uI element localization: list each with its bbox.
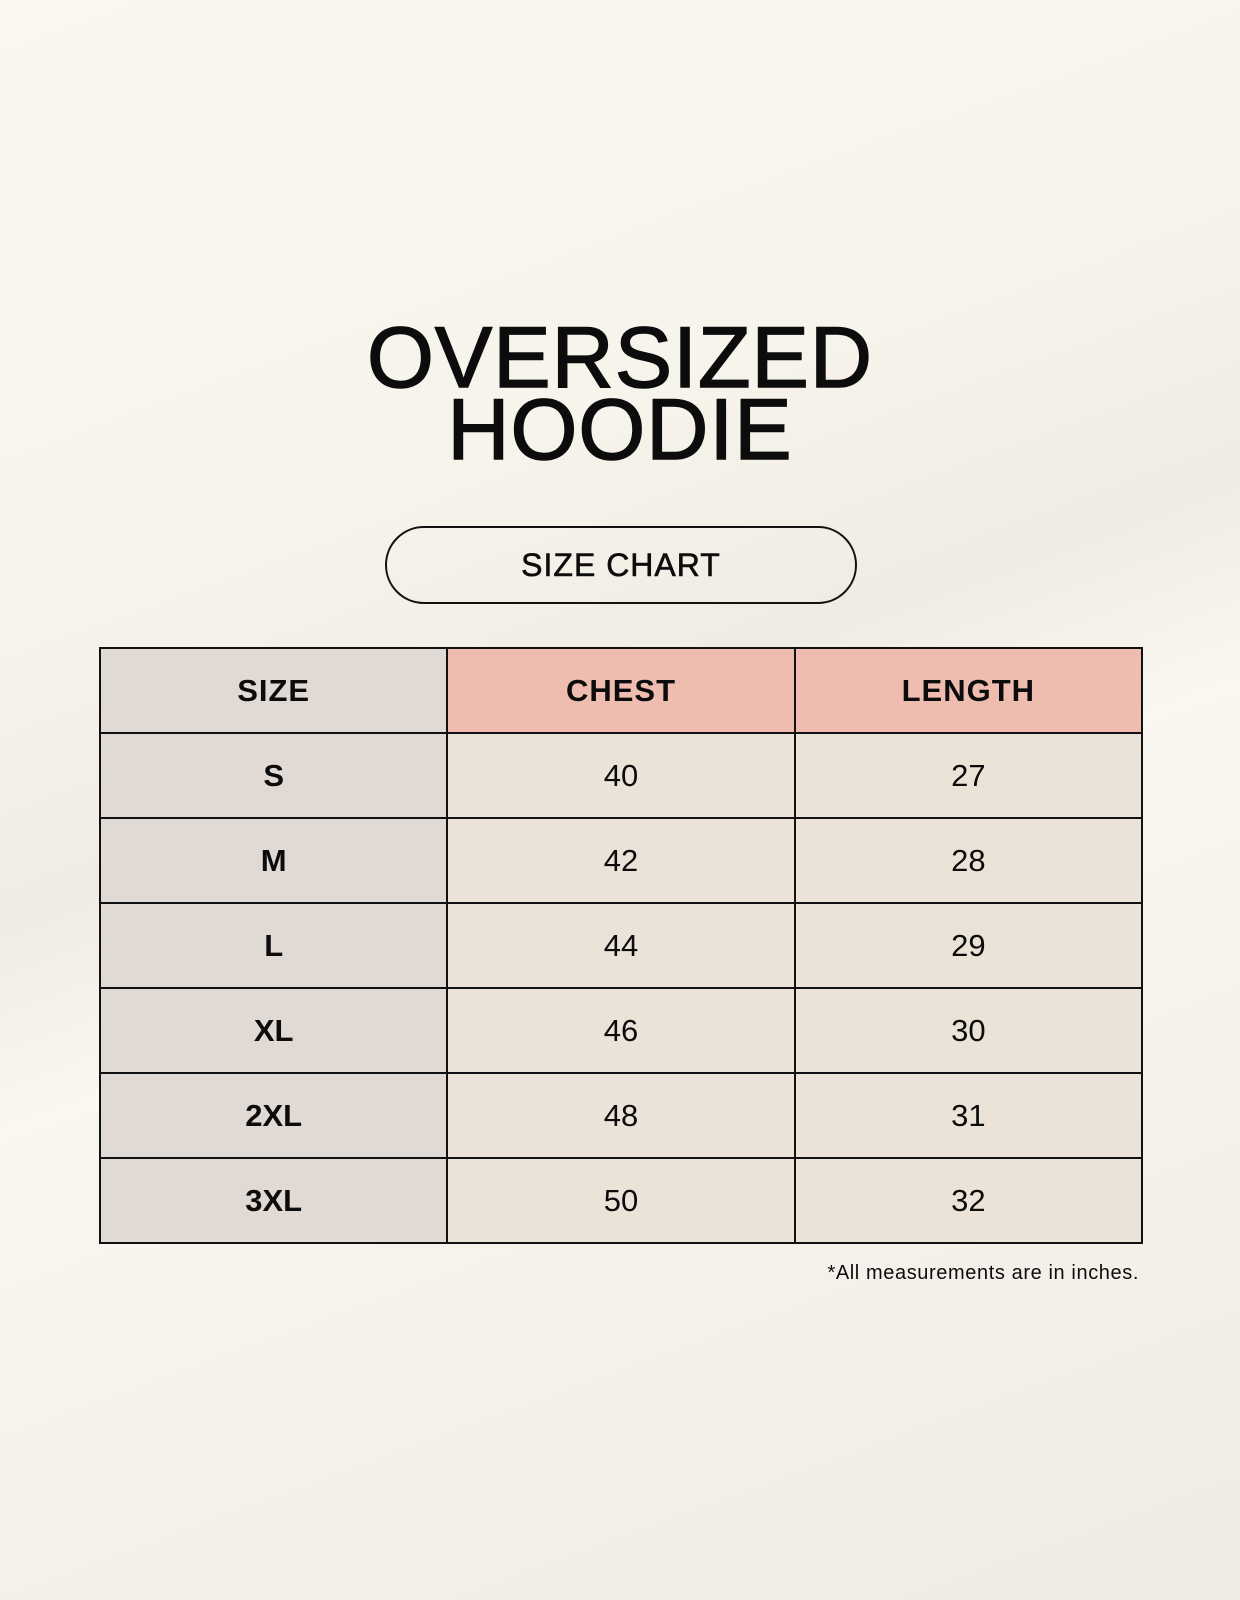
table-row: L 44 29: [98, 902, 1144, 989]
chest-cell: 46: [446, 987, 796, 1074]
size-chart-label: SIZE CHART: [385, 526, 857, 604]
size-cell: S: [98, 732, 449, 819]
chest-cell: 42: [446, 817, 796, 904]
size-cell: 2XL: [98, 1072, 449, 1159]
header-length: LENGTH: [793, 647, 1144, 734]
header-chest: CHEST: [446, 647, 796, 734]
chest-cell: 50: [446, 1157, 796, 1244]
title-line-2: HOODIE: [447, 382, 793, 478]
length-cell: 31: [793, 1072, 1144, 1159]
length-cell: 28: [793, 817, 1144, 904]
size-cell: XL: [98, 987, 449, 1074]
header-size: SIZE: [98, 647, 449, 734]
table-row: 2XL 48 31: [98, 1072, 1144, 1159]
size-cell: 3XL: [98, 1157, 449, 1244]
size-cell: L: [98, 902, 449, 989]
table-row: S 40 27: [98, 732, 1144, 819]
table-row: M 42 28: [98, 817, 1144, 904]
chest-cell: 44: [446, 902, 796, 989]
title-line-1: OVERSIZED: [366, 310, 873, 406]
table-header-row: SIZE CHEST LENGTH: [98, 647, 1144, 734]
table-row: 3XL 50 32: [98, 1157, 1144, 1244]
length-cell: 29: [793, 902, 1144, 989]
chest-cell: 48: [446, 1072, 796, 1159]
size-table: SIZE CHEST LENGTH S 40 27 M 42 28 L 44 29 XL 46 30 2…: [98, 647, 1144, 1244]
footnote: *All measurements are in inches.: [827, 1262, 1139, 1284]
size-cell: M: [98, 817, 449, 904]
length-cell: 32: [793, 1157, 1144, 1244]
length-cell: 30: [793, 987, 1144, 1074]
table-row: XL 46 30: [98, 987, 1144, 1074]
page-title: OVERSIZED HOODIE: [0, 310, 1240, 478]
length-cell: 27: [793, 732, 1144, 819]
chest-cell: 40: [446, 732, 796, 819]
